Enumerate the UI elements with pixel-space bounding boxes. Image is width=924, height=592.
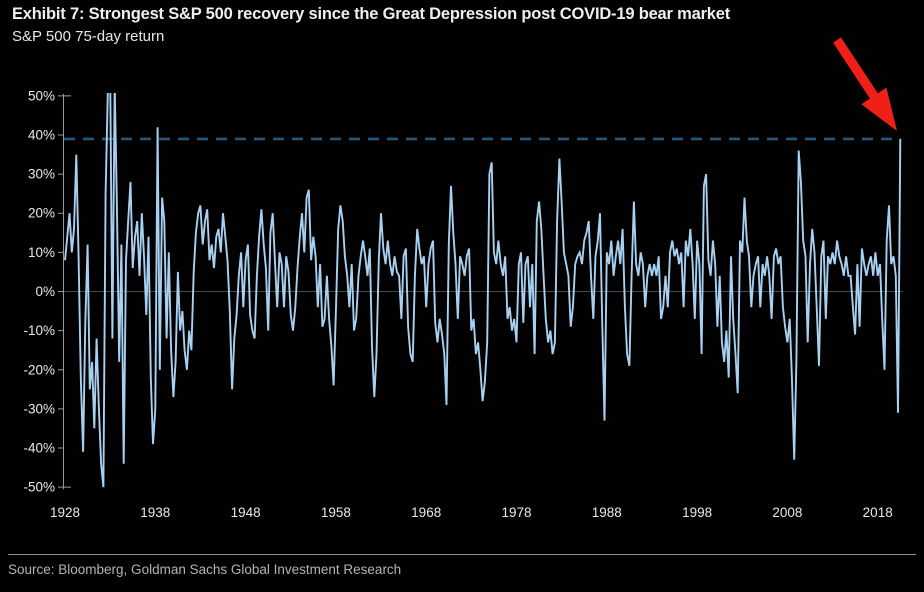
y-tick-label: -20% bbox=[23, 362, 55, 377]
x-tick-label: 1998 bbox=[682, 505, 712, 520]
x-tick-label: 1938 bbox=[140, 505, 170, 520]
chart-subtitle: S&P 500 75-day return bbox=[12, 28, 165, 45]
x-tick-label: 1968 bbox=[411, 505, 441, 520]
footer-divider-line bbox=[8, 554, 916, 555]
y-tick-label: 40% bbox=[28, 127, 55, 142]
series-line bbox=[64, 93, 902, 488]
annotation-arrow-shaft bbox=[833, 37, 881, 102]
y-tick-label: 10% bbox=[28, 245, 55, 260]
chart-title: Exhibit 7: Strongest S&P 500 recovery si… bbox=[12, 5, 731, 23]
y-tick-label: -10% bbox=[23, 323, 55, 338]
y-tick-label: 30% bbox=[28, 167, 55, 182]
x-tick-label: 1948 bbox=[231, 505, 261, 520]
x-tick-label: 1978 bbox=[501, 505, 531, 520]
y-tick-label: -40% bbox=[23, 441, 55, 456]
y-axis-tick-labels: 50% 40% 30% 20% 10% 0% -10% -20% -30% -40% -50% bbox=[23, 88, 55, 494]
x-axis-tick-labels: 1928 1938 1948 1958 1968 1978 1988 1998 2008 2018 bbox=[50, 505, 893, 520]
x-tick-label: 1988 bbox=[592, 505, 622, 520]
y-tick-label: 50% bbox=[28, 88, 55, 103]
y-tick-label: -30% bbox=[23, 401, 55, 416]
x-tick-label: 1958 bbox=[321, 505, 351, 520]
y-tick-label: -50% bbox=[23, 480, 55, 495]
y-tick-label: 0% bbox=[35, 284, 55, 299]
y-axis bbox=[58, 93, 71, 490]
annotation-arrow-head bbox=[861, 87, 897, 131]
source-text: Source: Bloomberg, Goldman Sachs Global … bbox=[8, 562, 402, 577]
x-tick-label: 1928 bbox=[50, 505, 80, 520]
y-tick-label: 20% bbox=[28, 206, 55, 221]
x-tick-label: 2008 bbox=[772, 505, 802, 520]
x-tick-label: 2018 bbox=[863, 505, 893, 520]
